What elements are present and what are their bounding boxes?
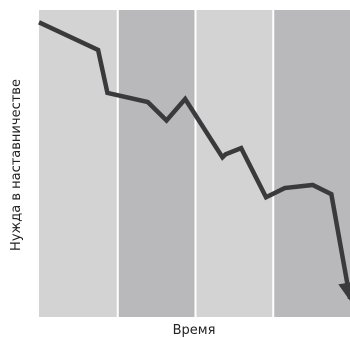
background-band-1 <box>39 10 117 317</box>
series-group <box>38 20 350 301</box>
background-band-2 <box>118 10 195 317</box>
background-band-3 <box>196 10 273 317</box>
series-arrowhead <box>338 282 350 301</box>
background-bands <box>39 10 350 317</box>
background-band-4 <box>274 10 350 317</box>
x-axis-label: Время <box>173 323 216 338</box>
y-axis-label: Нужда в наставничестве <box>9 79 24 251</box>
series-line-1 <box>38 20 350 299</box>
